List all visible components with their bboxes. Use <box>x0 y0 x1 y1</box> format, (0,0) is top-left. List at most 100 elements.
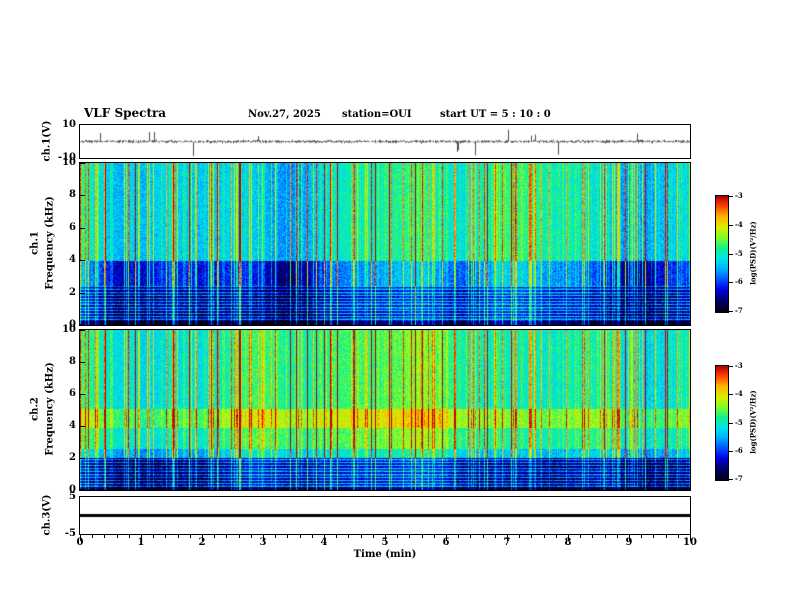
plot-title: VLF Spectra <box>84 106 167 120</box>
colorbar-ch1-tick-mark <box>729 196 733 197</box>
ch1-channel-label: ch.1 <box>29 231 41 255</box>
x-minor-tick-mark <box>92 535 94 538</box>
x-minor-tick-mark <box>433 535 435 538</box>
x-minor-tick-mark <box>165 535 167 538</box>
ch1-spec-ytick-label-4: 4 <box>69 254 76 266</box>
ch1-spec-ytick-label-2: 2 <box>69 286 76 298</box>
x-tick-mark <box>690 535 691 541</box>
colorbar-ch2-tick-mark <box>729 479 733 480</box>
x-minor-tick-mark <box>665 535 667 538</box>
x-tick-label-5: 5 <box>381 537 389 548</box>
colorbar-ch1-label: log(PSD)(V²/Hz) <box>748 221 758 285</box>
x-minor-tick-mark <box>421 535 423 538</box>
colorbar-ch1-tick-mark <box>729 311 733 312</box>
colorbar-ch2-tick-label--3: -3 <box>735 361 743 370</box>
plot-start-ut: start UT = 5 : 10 : 0 <box>440 109 551 120</box>
ch1-spectrogram-canvas <box>80 163 690 325</box>
ch1-spec-ytick-mark <box>80 260 85 262</box>
x-minor-tick-mark <box>299 535 301 538</box>
ch2-spec-ytick-label-8: 8 <box>69 356 76 367</box>
colorbar-ch1-tick-mark <box>729 253 733 255</box>
x-tick-mark <box>385 535 386 541</box>
x-tick-mark <box>568 535 569 541</box>
x-minor-tick-mark <box>531 535 533 538</box>
colorbar-ch2-tick-mark <box>729 366 733 367</box>
x-minor-tick-mark <box>116 535 118 538</box>
x-minor-tick-mark <box>641 535 643 538</box>
x-minor-tick-mark <box>543 535 545 538</box>
ch1-spec-ytick-label-8: 8 <box>69 189 76 201</box>
x-tick-label-2: 2 <box>198 537 206 548</box>
ch2-spec-ytick-label-4: 4 <box>69 420 76 431</box>
x-tick-mark <box>507 535 508 541</box>
ch1-frequency-axis-label: Frequency (kHz) <box>44 196 56 290</box>
ch2-spec-ytick-mark <box>80 394 85 395</box>
x-tick-label-6: 6 <box>442 537 450 548</box>
x-tick-label-7: 7 <box>503 537 511 548</box>
x-minor-tick-mark <box>177 535 179 538</box>
x-tick-mark <box>80 535 81 541</box>
ch1-spectrogram-panel <box>79 162 691 326</box>
x-minor-tick-mark <box>616 535 618 538</box>
ch2-spectrogram-panel <box>79 329 691 491</box>
colorbar-ch1-tick-label--3: -3 <box>735 191 743 200</box>
x-minor-tick-mark <box>226 535 228 538</box>
x-tick-mark <box>202 535 203 541</box>
x-minor-tick-mark <box>275 535 277 538</box>
colorbar-ch2-tick-label--4: -4 <box>735 389 743 399</box>
x-minor-tick-mark <box>604 535 606 538</box>
x-minor-tick-mark <box>287 535 289 538</box>
ch2-channel-label: ch.2 <box>29 397 41 421</box>
x-minor-tick-mark <box>482 535 484 538</box>
colorbar-ch1-tick-label--7: -7 <box>735 306 743 315</box>
x-minor-tick-mark <box>250 535 252 538</box>
x-tick-mark <box>263 535 264 541</box>
ch2-spec-ytick-mark <box>80 330 85 331</box>
x-minor-tick-mark <box>238 535 240 538</box>
ch1-voltage-waveform-canvas <box>80 125 690 158</box>
colorbar-ch1-tick-mark <box>729 282 733 284</box>
x-tick-label-1: 1 <box>137 537 145 548</box>
x-tick-label-10: 10 <box>683 537 697 548</box>
x-minor-tick-mark <box>372 535 374 538</box>
x-minor-tick-mark <box>519 535 521 538</box>
colorbar-ch2-canvas <box>716 366 728 480</box>
ch1-spec-ytick-mark <box>80 227 85 229</box>
plot-date: Nov.27, 2025 <box>248 109 321 120</box>
ch1-spec-ytick-label-0: 0 <box>69 319 76 330</box>
ch2-spec-ytick-mark <box>80 362 85 363</box>
x-minor-tick-mark <box>336 535 338 538</box>
colorbar-ch1 <box>715 195 729 313</box>
ch2-spec-ytick-mark <box>80 489 85 490</box>
x-minor-tick-mark <box>592 535 594 538</box>
x-tick-mark <box>446 535 447 541</box>
ch2-spec-ytick-label-2: 2 <box>69 452 76 463</box>
ch2-spec-ytick-label-10: 10 <box>62 324 76 335</box>
ch1-spec-ytick-mark <box>80 292 85 294</box>
time-axis-label: Time (min) <box>353 549 417 560</box>
x-minor-tick-mark <box>409 535 411 538</box>
x-minor-tick-mark <box>153 535 155 538</box>
colorbar-ch2-label: log(PSD)(V²/Hz) <box>748 390 758 454</box>
x-tick-label-0: 0 <box>76 537 84 548</box>
ch2-spec-ytick-label-6: 6 <box>69 388 76 399</box>
plot-station: station=OUI <box>342 109 412 120</box>
colorbar-ch2-tick-label--5: -5 <box>735 417 743 427</box>
x-tick-label-3: 3 <box>259 537 267 548</box>
ch1-spec-ytick-label-10: 10 <box>62 157 76 168</box>
x-minor-tick-mark <box>677 535 679 538</box>
ch2-spec-ytick-mark <box>80 458 85 459</box>
x-minor-tick-mark <box>311 535 313 538</box>
x-minor-tick-mark <box>653 535 655 538</box>
x-tick-mark <box>324 535 325 541</box>
colorbar-ch1-tick-mark <box>729 224 733 226</box>
ch3-wave-ytick-label-5: 5 <box>69 491 76 502</box>
ch1-spec-ytick-label-6: 6 <box>69 221 76 233</box>
x-tick-label-4: 4 <box>320 537 328 548</box>
x-minor-tick-mark <box>494 535 496 538</box>
x-minor-tick-mark <box>580 535 582 538</box>
x-minor-tick-mark <box>470 535 472 538</box>
colorbar-ch1-tick-label--6: -6 <box>735 277 743 287</box>
ch3-voltage-panel <box>79 496 691 535</box>
